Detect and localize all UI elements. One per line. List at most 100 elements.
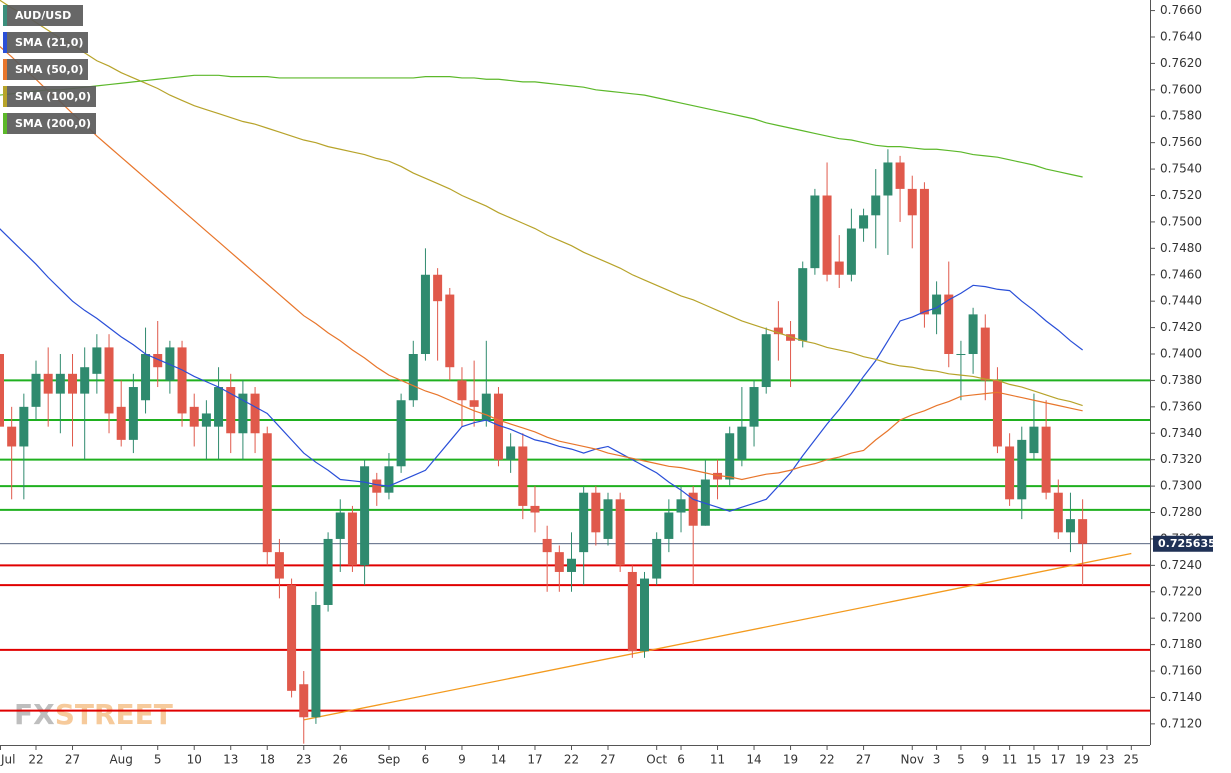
legend-label: AUD/USD — [15, 9, 71, 22]
candle-body — [262, 433, 272, 553]
candle-body — [335, 512, 345, 539]
plot: FXSTREET — [0, 0, 1150, 744]
candle-body — [141, 354, 151, 401]
candle-body — [810, 195, 820, 269]
candle-body — [798, 268, 808, 341]
candle-body — [31, 373, 41, 407]
candle-body — [433, 274, 443, 302]
x-tick-label: 5 — [957, 753, 965, 767]
y-tick-label: 0.7340 — [1160, 426, 1202, 440]
candle-body — [493, 393, 503, 460]
candle-body — [737, 426, 747, 460]
candle-body — [786, 334, 796, 341]
legend-label: SMA (21,0) — [15, 36, 83, 49]
legend-label: SMA (100,0) — [15, 90, 91, 103]
candle-body — [846, 228, 856, 275]
y-tick-label: 0.7640 — [1160, 29, 1202, 43]
y-tick-label: 0.7280 — [1160, 505, 1202, 519]
x-tick-label: Oct — [646, 753, 667, 767]
x-tick-label: 18 — [260, 753, 275, 767]
candle-body — [700, 479, 710, 526]
x-tick-label: 14 — [491, 753, 506, 767]
x-tick-label: 27 — [65, 753, 80, 767]
candle-body — [384, 466, 394, 493]
candle-body — [1053, 492, 1063, 533]
watermark: FXSTREET — [14, 698, 173, 731]
x-tick-label: 19 — [783, 753, 798, 767]
candle-body — [420, 274, 430, 355]
x-tick-label: 23 — [1099, 753, 1114, 767]
candle-body — [980, 327, 990, 381]
x-tick-label: 6 — [422, 753, 430, 767]
candle-body — [372, 479, 382, 493]
candle-body — [360, 466, 370, 566]
candle-body — [214, 387, 224, 427]
y-tick-label: 0.7380 — [1160, 373, 1202, 387]
y-tick-label: 0.7360 — [1160, 399, 1202, 413]
y-tick-label: 0.7580 — [1160, 109, 1202, 123]
legend-box — [3, 32, 88, 53]
candle-body — [883, 162, 893, 196]
candle-body — [299, 684, 309, 718]
candle-body — [676, 499, 686, 513]
x-tick-label: 22 — [819, 753, 834, 767]
sma-line — [0, 74, 1083, 178]
x-tick-label: 27 — [600, 753, 615, 767]
x-tick-label: 17 — [1051, 753, 1066, 767]
x-tick-label: 19 — [1075, 753, 1090, 767]
x-tick-label: 5 — [154, 753, 162, 767]
candle-body — [7, 426, 17, 447]
y-tick-label: 0.7500 — [1160, 214, 1202, 228]
x-tick-label: 11 — [1002, 753, 1017, 767]
candle-body — [627, 571, 637, 652]
x-tick-label: 22 — [28, 753, 43, 767]
candle-body — [347, 512, 357, 566]
candle-body — [226, 387, 236, 434]
y-tick-label: 0.7400 — [1160, 347, 1202, 361]
x-tick-label: 15 — [1026, 753, 1041, 767]
y-tick-label: 0.7540 — [1160, 162, 1202, 176]
legend-swatch — [3, 86, 7, 107]
candle-body — [1078, 519, 1088, 544]
candle-body — [956, 354, 966, 356]
candle-body — [1029, 426, 1039, 454]
y-tick-label: 0.7560 — [1160, 135, 1202, 149]
candle-body — [128, 387, 138, 440]
legend-swatch — [3, 59, 7, 80]
plot-area — [0, 0, 1150, 745]
candle-body — [457, 380, 467, 401]
candle-body — [907, 188, 917, 216]
watermark-part: FX — [14, 698, 55, 731]
candle-body — [481, 393, 491, 421]
candle-body — [591, 492, 601, 533]
y-tick-label: 0.7240 — [1160, 558, 1202, 572]
sma-line — [0, 228, 1083, 512]
candle-body — [116, 406, 126, 440]
legend-label: SMA (50,0) — [15, 63, 83, 76]
candle-body — [408, 354, 418, 401]
candle-body — [603, 499, 613, 539]
sma-line — [0, 45, 1083, 481]
last-price-label: 0.725635 — [1158, 537, 1216, 550]
watermark-part: STREET — [55, 698, 173, 731]
last-price-tag — [1153, 535, 1213, 552]
candle-body — [274, 552, 284, 579]
candle-body — [871, 195, 881, 216]
candle-body — [396, 400, 406, 467]
legend-swatch — [3, 5, 7, 26]
x-tick-label: Aug — [109, 753, 132, 767]
legend-swatch — [3, 113, 7, 134]
x-tick-label: 27 — [856, 753, 871, 767]
y-tick-label: 0.7300 — [1160, 479, 1202, 493]
legend-box — [3, 86, 96, 107]
candle-body — [445, 294, 455, 368]
x-tick-label: 3 — [933, 753, 941, 767]
candle-body — [822, 195, 832, 275]
candle-body — [1041, 426, 1051, 493]
candle-body — [688, 492, 698, 526]
x-tick-label: 26 — [333, 753, 348, 767]
candle-body — [725, 433, 735, 480]
y-tick-label: 0.7480 — [1160, 241, 1202, 255]
candle-body — [0, 354, 4, 427]
